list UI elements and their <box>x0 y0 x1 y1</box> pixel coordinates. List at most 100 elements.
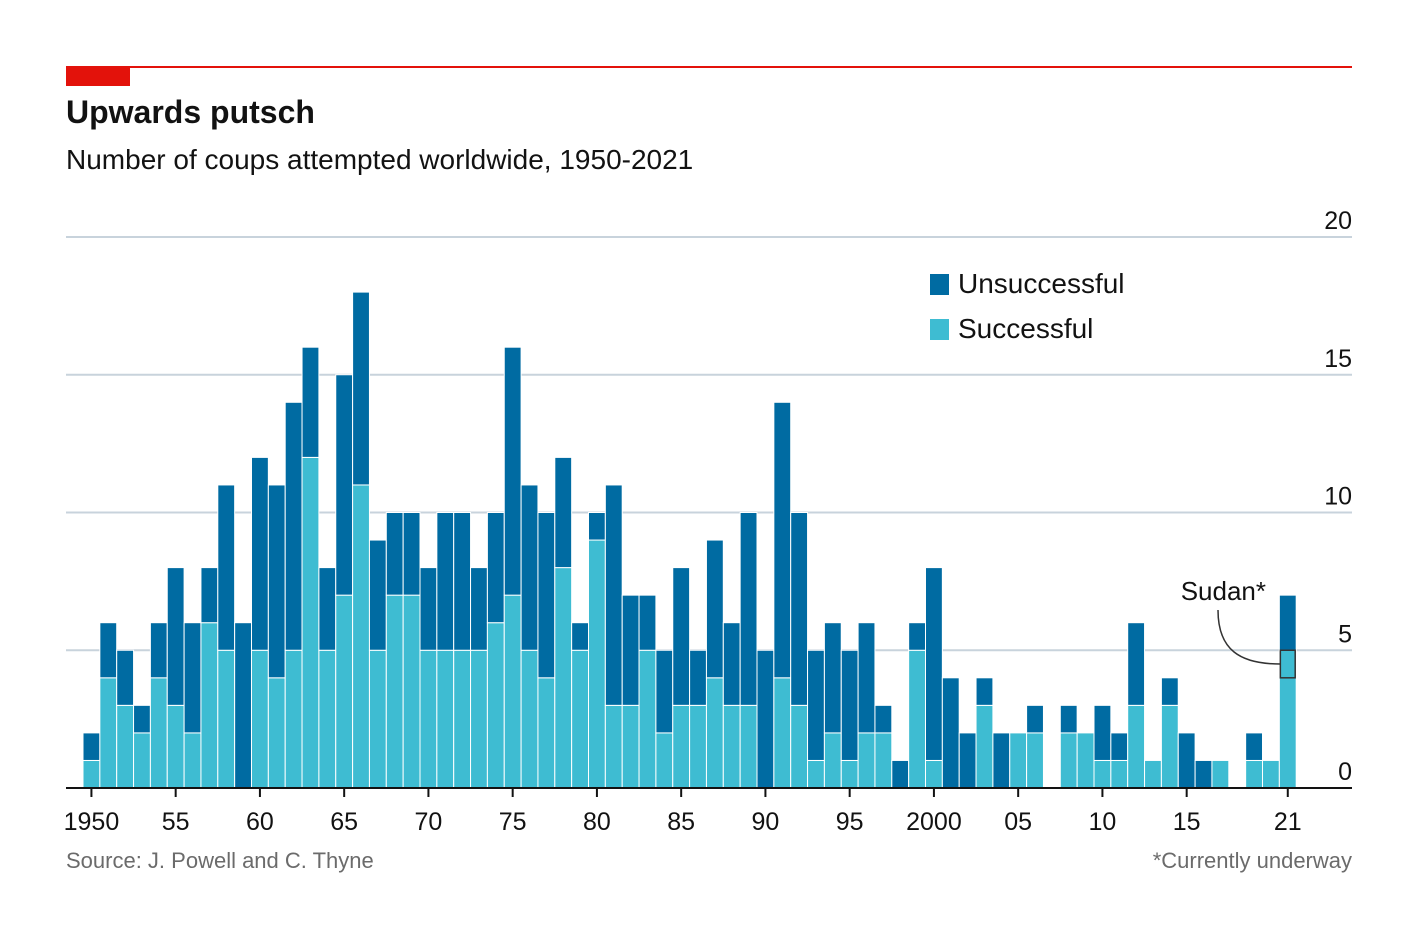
x-tick-label-2000: 2000 <box>906 808 962 836</box>
bar-successful-1970 <box>419 649 438 789</box>
bar-successful-1972 <box>453 649 472 789</box>
x-tick-label-1975: 75 <box>499 808 527 836</box>
bar-unsuccessful-1956 <box>183 622 202 734</box>
bar-successful-1964 <box>318 649 337 789</box>
bar-unsuccessful-1992 <box>790 512 809 706</box>
y-tick-label-20: 20 <box>1324 207 1352 235</box>
bar-unsuccessful-1994 <box>823 622 842 734</box>
bar-successful-2005 <box>1009 732 1028 789</box>
bar-successful-1987 <box>705 677 724 789</box>
chart-title: Upwards putsch <box>66 94 315 130</box>
x-tick-label-2010: 10 <box>1089 808 1117 836</box>
top-red-rule <box>66 66 1352 68</box>
bar-unsuccessful-1997 <box>874 704 893 734</box>
bar-successful-1977 <box>537 677 556 789</box>
bar-successful-1950 <box>82 759 101 789</box>
bar-successful-1974 <box>486 622 505 789</box>
bar-unsuccessful-1991 <box>773 401 792 679</box>
bar-unsuccessful-1953 <box>133 704 151 734</box>
bar-unsuccessful-1963 <box>301 346 320 458</box>
bar-unsuccessful-1965 <box>335 374 354 596</box>
bar-unsuccessful-1955 <box>166 567 185 706</box>
x-tick-label-1990: 90 <box>752 808 780 836</box>
bar-successful-1975 <box>503 594 522 789</box>
bar-unsuccessful-1983 <box>638 594 657 651</box>
footnote: *Currently underway <box>1152 848 1352 873</box>
bar-unsuccessful-1978 <box>554 456 573 569</box>
bar-unsuccessful-2015 <box>1177 732 1196 789</box>
bar-successful-1994 <box>823 732 842 789</box>
y-tick-label-10: 10 <box>1324 483 1352 511</box>
bar-successful-2012 <box>1127 704 1146 789</box>
bar-unsuccessful-1977 <box>537 512 556 679</box>
bar-successful-2000 <box>925 759 943 789</box>
bar-unsuccessful-1967 <box>368 539 387 651</box>
bar-unsuccessful-1996 <box>857 622 876 734</box>
bar-successful-1967 <box>368 649 387 789</box>
bar-unsuccessful-1995 <box>840 649 859 761</box>
annotation-label-sudan: Sudan* <box>1181 576 1266 606</box>
bar-successful-2010 <box>1093 759 1112 789</box>
bar-unsuccessful-2002 <box>958 732 977 789</box>
bar-unsuccessful-1962 <box>284 401 303 651</box>
bar-unsuccessful-2001 <box>941 677 960 789</box>
x-tick-label-1985: 85 <box>667 808 695 836</box>
bar-unsuccessful-1985 <box>672 567 691 706</box>
bar-successful-1993 <box>807 759 825 789</box>
x-axis: 1950 55 60 65 70 75 80 85 90 95 2000 05 10 15 21 <box>64 787 1352 836</box>
bar-unsuccessful-2003 <box>975 677 994 706</box>
bar-unsuccessful-1987 <box>705 539 724 679</box>
x-tick-label-1955: 55 <box>162 808 190 836</box>
bar-successful-1979 <box>571 649 590 789</box>
bar-successful-1980 <box>588 539 606 789</box>
x-tick-label-1965: 65 <box>330 808 358 836</box>
bar-successful-1992 <box>790 704 809 789</box>
bar-unsuccessful-1960 <box>251 456 269 651</box>
bar-successful-1999 <box>908 649 927 789</box>
bar-successful-1954 <box>149 677 168 789</box>
bar-successful-1952 <box>116 704 135 789</box>
bar-successful-1997 <box>874 732 893 789</box>
bar-successful-2011 <box>1110 759 1129 789</box>
bar-unsuccessful-1986 <box>689 649 707 706</box>
bar-successful-1962 <box>284 649 303 789</box>
bar-successful-2017 <box>1211 759 1230 789</box>
source-note: Source: J. Powell and C. Thyne <box>66 848 374 873</box>
bar-unsuccessful-2004 <box>992 732 1011 789</box>
bar-unsuccessful-1974 <box>486 512 505 624</box>
y-tick-label-0: 0 <box>1338 758 1352 786</box>
bar-successful-1965 <box>335 594 354 789</box>
bar-unsuccessful-1957 <box>200 567 219 624</box>
bar-unsuccessful-1969 <box>402 512 421 596</box>
legend-label-successful: Successful <box>958 313 1093 344</box>
bar-successful-1981 <box>604 704 623 789</box>
x-tick-label-1950: 1950 <box>64 808 120 836</box>
bar-successful-1983 <box>638 649 657 789</box>
chart-subtitle: Number of coups attempted worldwide, 195… <box>66 144 694 175</box>
bar-unsuccessful-1990 <box>756 649 775 789</box>
bar-successful-1953 <box>133 732 151 789</box>
x-tick-label-2005: 05 <box>1004 808 1032 836</box>
bar-successful-1951 <box>99 677 118 789</box>
bar-successful-1961 <box>267 677 286 789</box>
bar-successful-2019 <box>1245 759 1264 789</box>
bar-successful-1958 <box>217 649 236 789</box>
bar-successful-1995 <box>840 759 859 789</box>
bar-unsuccessful-1984 <box>655 649 674 734</box>
bar-unsuccessful-1950 <box>82 732 101 761</box>
bar-unsuccessful-1964 <box>318 567 337 651</box>
bar-successful-1989 <box>739 704 758 789</box>
bar-unsuccessful-1975 <box>503 346 522 596</box>
bar-unsuccessful-1982 <box>621 594 640 706</box>
bar-unsuccessful-2011 <box>1110 732 1129 761</box>
legend-swatch-unsuccessful <box>930 274 949 295</box>
x-tick-label-2021: 21 <box>1274 808 1302 836</box>
bar-unsuccessful-1999 <box>908 622 927 651</box>
bar-unsuccessful-1993 <box>807 649 825 761</box>
bar-unsuccessful-1970 <box>419 567 438 651</box>
legend-label-unsuccessful: Unsuccessful <box>958 268 1125 299</box>
bar-successful-1978 <box>554 567 573 789</box>
bar-unsuccessful-2010 <box>1093 704 1112 761</box>
bar-unsuccessful-1952 <box>116 649 135 706</box>
